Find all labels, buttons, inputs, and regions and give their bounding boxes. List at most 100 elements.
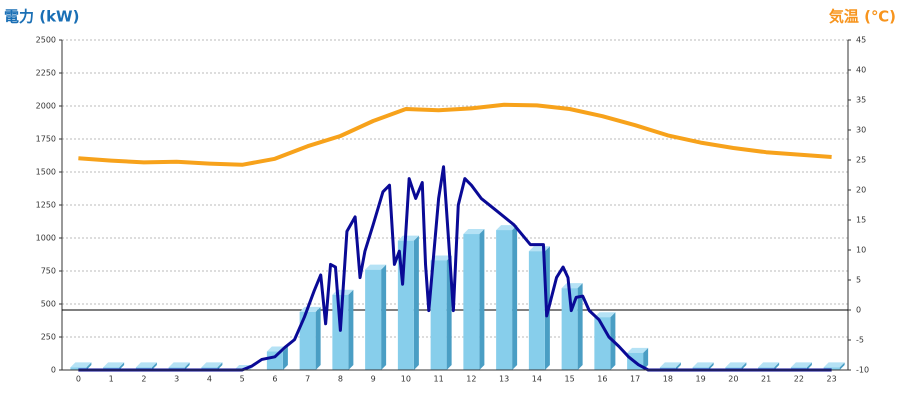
x-tick-label: 1 (109, 375, 114, 384)
bar-side (381, 264, 387, 370)
bar-top (365, 264, 387, 270)
bar-top (201, 362, 223, 368)
bar (561, 288, 578, 370)
x-tick-label: 9 (371, 375, 376, 384)
power-line (78, 165, 832, 372)
y-tick-label: 2500 (36, 36, 56, 45)
bar (365, 269, 382, 370)
bar (496, 230, 513, 370)
x-tick-label: 8 (338, 375, 343, 384)
x-tick-label: 12 (466, 375, 476, 384)
bar-side (217, 362, 223, 370)
bar-top (758, 362, 780, 368)
x-tick-label: 11 (434, 375, 444, 384)
x-tick-label: 13 (499, 375, 509, 384)
x-tick-label: 23 (827, 375, 837, 384)
bar-top (790, 362, 812, 368)
bar-side (86, 362, 92, 370)
x-tick-label: 7 (305, 375, 310, 384)
bar-side (577, 283, 583, 370)
x-tick-label: 6 (272, 375, 277, 384)
bar-side (839, 362, 845, 370)
y2-tick-label: 20 (856, 186, 866, 195)
y2-tick-label: 15 (856, 216, 866, 225)
y2-tick-label: 0 (856, 306, 861, 315)
bar (430, 260, 447, 370)
bar-top (70, 362, 92, 368)
bar-top (463, 229, 485, 235)
bar-top (397, 235, 419, 241)
x-tick-label: 19 (696, 375, 706, 384)
x-tick-label: 20 (728, 375, 738, 384)
bar-top (692, 362, 714, 368)
y-tick-label: 0 (51, 366, 56, 375)
bar-top (594, 312, 616, 318)
x-tick-label: 10 (401, 375, 411, 384)
bar-top (103, 362, 125, 368)
bar-top (725, 362, 747, 368)
x-tick-label: 14 (532, 375, 542, 384)
temperature-line (78, 102, 832, 167)
bar-side (512, 225, 518, 370)
x-tick-label: 17 (630, 375, 640, 384)
bar-side (479, 229, 485, 370)
x-tick-label: 16 (597, 375, 607, 384)
bar-side (675, 362, 681, 370)
y2-tick-label: 10 (856, 246, 866, 255)
bar-top (299, 306, 321, 312)
bar (332, 294, 349, 370)
y-axis-title: 電力 (kW) (4, 8, 79, 26)
x-tick-label: 18 (663, 375, 673, 384)
bar-side (708, 362, 714, 370)
y-tick-label: 250 (41, 333, 56, 342)
bar (528, 251, 545, 370)
bar-side (282, 346, 288, 370)
bar (463, 234, 480, 370)
y2-tick-label: -5 (856, 336, 864, 345)
bar-side (774, 362, 780, 370)
x-tick-label: 2 (141, 375, 146, 384)
bar-side (119, 362, 125, 370)
y-tick-label: 1750 (36, 135, 56, 144)
x-tick-label: 4 (207, 375, 212, 384)
bar-top (135, 362, 157, 368)
y-tick-label: 1250 (36, 201, 56, 210)
bar-side (413, 235, 419, 370)
y2-axis-title: 気温 (℃) (829, 8, 896, 26)
bar-top (823, 362, 845, 368)
y2-tick-label: 30 (856, 126, 866, 135)
y2-tick-label: 35 (856, 96, 866, 105)
y2-tick-label: -10 (856, 366, 869, 375)
x-tick-label: 0 (76, 375, 81, 384)
y2-tick-label: 40 (856, 66, 866, 75)
bar-side (348, 289, 354, 370)
x-tick-label: 22 (794, 375, 804, 384)
bar-side (315, 306, 321, 370)
y-tick-label: 500 (41, 300, 56, 309)
bar-top (430, 255, 452, 261)
bar (266, 351, 283, 370)
bar-top (627, 347, 649, 353)
bar-side (643, 347, 649, 370)
y-tick-label: 1000 (36, 234, 56, 243)
x-tick-label: 15 (565, 375, 575, 384)
bar (299, 311, 316, 370)
bar-side (806, 362, 812, 370)
y-tick-label: 2250 (36, 69, 56, 78)
y-tick-label: 1500 (36, 168, 56, 177)
bar-top (496, 225, 518, 231)
bar-side (151, 362, 157, 370)
x-tick-label: 5 (240, 375, 245, 384)
y2-tick-label: 25 (856, 156, 866, 165)
x-tick-label: 21 (761, 375, 771, 384)
bar-top (561, 283, 583, 289)
y-tick-label: 750 (41, 267, 56, 276)
x-tick-label: 3 (174, 375, 179, 384)
y-tick-label: 2000 (36, 102, 56, 111)
y2-tick-label: 5 (856, 276, 861, 285)
bar-side (184, 362, 190, 370)
bar-top (659, 362, 681, 368)
y2-tick-label: 45 (856, 36, 866, 45)
bar-side (741, 362, 747, 370)
